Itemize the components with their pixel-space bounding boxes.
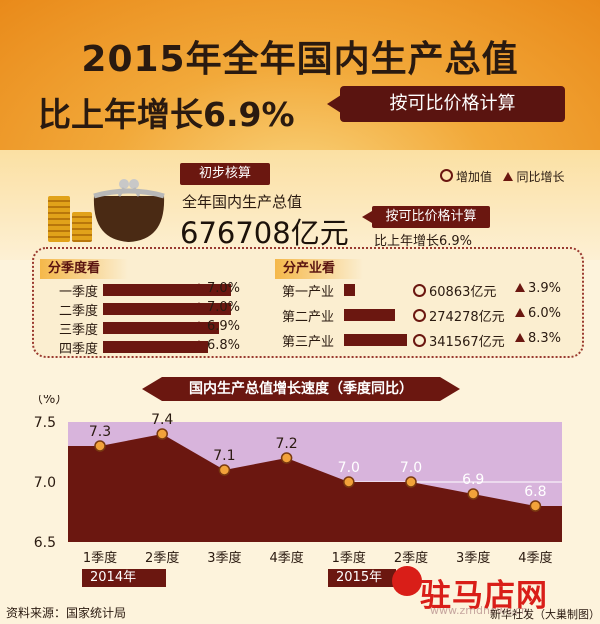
coin-stack-icon — [48, 196, 70, 242]
year-label-2015: 2015年 — [328, 569, 396, 587]
industry-value: 341567亿元 — [413, 331, 505, 350]
subtitle: 按可比价格计算 — [340, 86, 565, 122]
x-tick-label: 1季度 — [83, 550, 117, 566]
value-circle-icon — [413, 284, 426, 297]
growth-triangle-icon — [194, 302, 204, 311]
industry-section-label: 分产业看 — [275, 259, 364, 279]
value-circle-icon — [413, 309, 426, 322]
x-tick-label: 1季度 — [332, 550, 366, 566]
legend: 增加值 同比增长 — [440, 168, 564, 185]
growth-area — [68, 434, 562, 542]
growth-triangle-icon — [194, 283, 204, 292]
chart-title: 国内生产总值增长速度（季度同比） — [162, 377, 440, 401]
gdp-value: 676708亿元 — [180, 216, 349, 250]
chart-title-arrow-right — [440, 377, 460, 401]
industry-label: 第三产业 — [282, 335, 335, 350]
industry-label: 第一产业 — [282, 285, 335, 300]
year-label-2014: 2014年 — [82, 569, 166, 587]
value-circle-icon — [413, 334, 426, 347]
quarter-label: 四季度 — [58, 342, 98, 357]
data-label: 7.0 — [338, 460, 360, 476]
x-tick-label: 2季度 — [145, 550, 179, 566]
data-point — [156, 428, 168, 440]
y-axis-label: （%） — [30, 395, 68, 407]
data-label: 6.8 — [524, 484, 546, 500]
data-source: 资料来源：国家统计局 — [6, 606, 127, 620]
purse-icon — [93, 179, 165, 242]
industry-value: 274278亿元 — [413, 306, 505, 325]
data-point — [405, 476, 417, 488]
quarter-bar — [103, 322, 220, 334]
industry-bar — [344, 309, 395, 321]
comparable-label: 按可比价格计算 — [372, 206, 490, 228]
chart-title-arrow-left — [142, 377, 162, 401]
industry-value: 60863亿元 — [413, 281, 496, 300]
growth-triangle-icon — [515, 283, 525, 292]
quarter-growth: 7.0% — [194, 300, 240, 315]
growth-triangle-icon — [515, 333, 525, 342]
data-label: 7.1 — [213, 448, 235, 464]
page-title-line2: 比上年增长6.9% — [38, 95, 295, 134]
legend-growth-label: 同比增长 — [516, 170, 565, 184]
x-tick-label: 4季度 — [518, 550, 552, 566]
data-point — [94, 440, 106, 452]
data-point — [343, 476, 355, 488]
watermark: 驻马店网 — [420, 578, 548, 614]
industry-growth: 3.9% — [515, 281, 561, 296]
growth-triangle-icon — [194, 340, 204, 349]
y-tick-label: 7.0 — [34, 475, 56, 491]
quarter-label: 二季度 — [58, 304, 98, 319]
industry-growth: 6.0% — [515, 306, 561, 321]
data-point — [218, 464, 231, 476]
data-label: 7.2 — [275, 436, 297, 452]
industry-label: 第二产业 — [282, 310, 335, 325]
breakdown-panel — [32, 247, 584, 358]
quarter-label: 三季度 — [58, 323, 98, 338]
page-title: 2015年全年国内生产总值 — [81, 39, 519, 80]
data-label: 7.3 — [89, 424, 111, 440]
data-label: 6.9 — [462, 472, 484, 488]
legend-value-label: 增加值 — [456, 170, 493, 184]
growth-chart: 7.5 7.0 6.5 （%） 7.3 1季度 7.4 2季度 7.1 3季度 7.2 4季度 7.0 1… — [30, 395, 562, 566]
x-tick-label: 3季度 — [207, 550, 241, 566]
comparable-label-arrow — [362, 211, 372, 223]
data-point — [280, 452, 293, 464]
prelim-label: 初步核算 — [180, 163, 270, 185]
growth-triangle-icon — [503, 172, 514, 181]
value-circle-icon — [440, 169, 453, 182]
growth-triangle-icon — [515, 308, 525, 317]
header-banner — [0, 0, 600, 150]
growth-triangle-icon — [194, 321, 204, 330]
growth-text: 比上年增长6.9% — [374, 234, 473, 249]
y-tick-label: 7.5 — [34, 415, 56, 431]
quarter-growth: 7.0% — [194, 281, 240, 296]
gdp-label: 全年国内生产总值 — [182, 193, 303, 211]
credit: 新华社发（大巢制图） — [490, 608, 600, 621]
data-point — [467, 488, 479, 500]
industry-growth: 8.3% — [515, 331, 561, 346]
data-label: 7.0 — [400, 460, 422, 476]
x-tick-label: 4季度 — [269, 550, 303, 566]
industry-bar — [344, 334, 407, 346]
quarter-section-label: 分季度看 — [40, 259, 129, 279]
watermark-url: www.zmdnews.cn — [430, 604, 528, 617]
y-tick-label: 6.5 — [34, 535, 56, 551]
data-point — [529, 500, 542, 512]
quarter-growth: 6.9% — [194, 319, 240, 334]
quarter-bar — [103, 341, 208, 353]
quarter-label: 一季度 — [58, 285, 98, 300]
industry-bar — [344, 284, 356, 296]
watermark-logo-icon — [392, 566, 422, 596]
x-tick-label: 2季度 — [394, 550, 428, 566]
x-tick-label: 3季度 — [456, 550, 490, 566]
subtitle-arrow — [327, 95, 341, 113]
quarter-growth: 6.8% — [194, 338, 240, 353]
coin-stack-icon — [72, 212, 92, 242]
data-label: 7.4 — [151, 412, 173, 428]
